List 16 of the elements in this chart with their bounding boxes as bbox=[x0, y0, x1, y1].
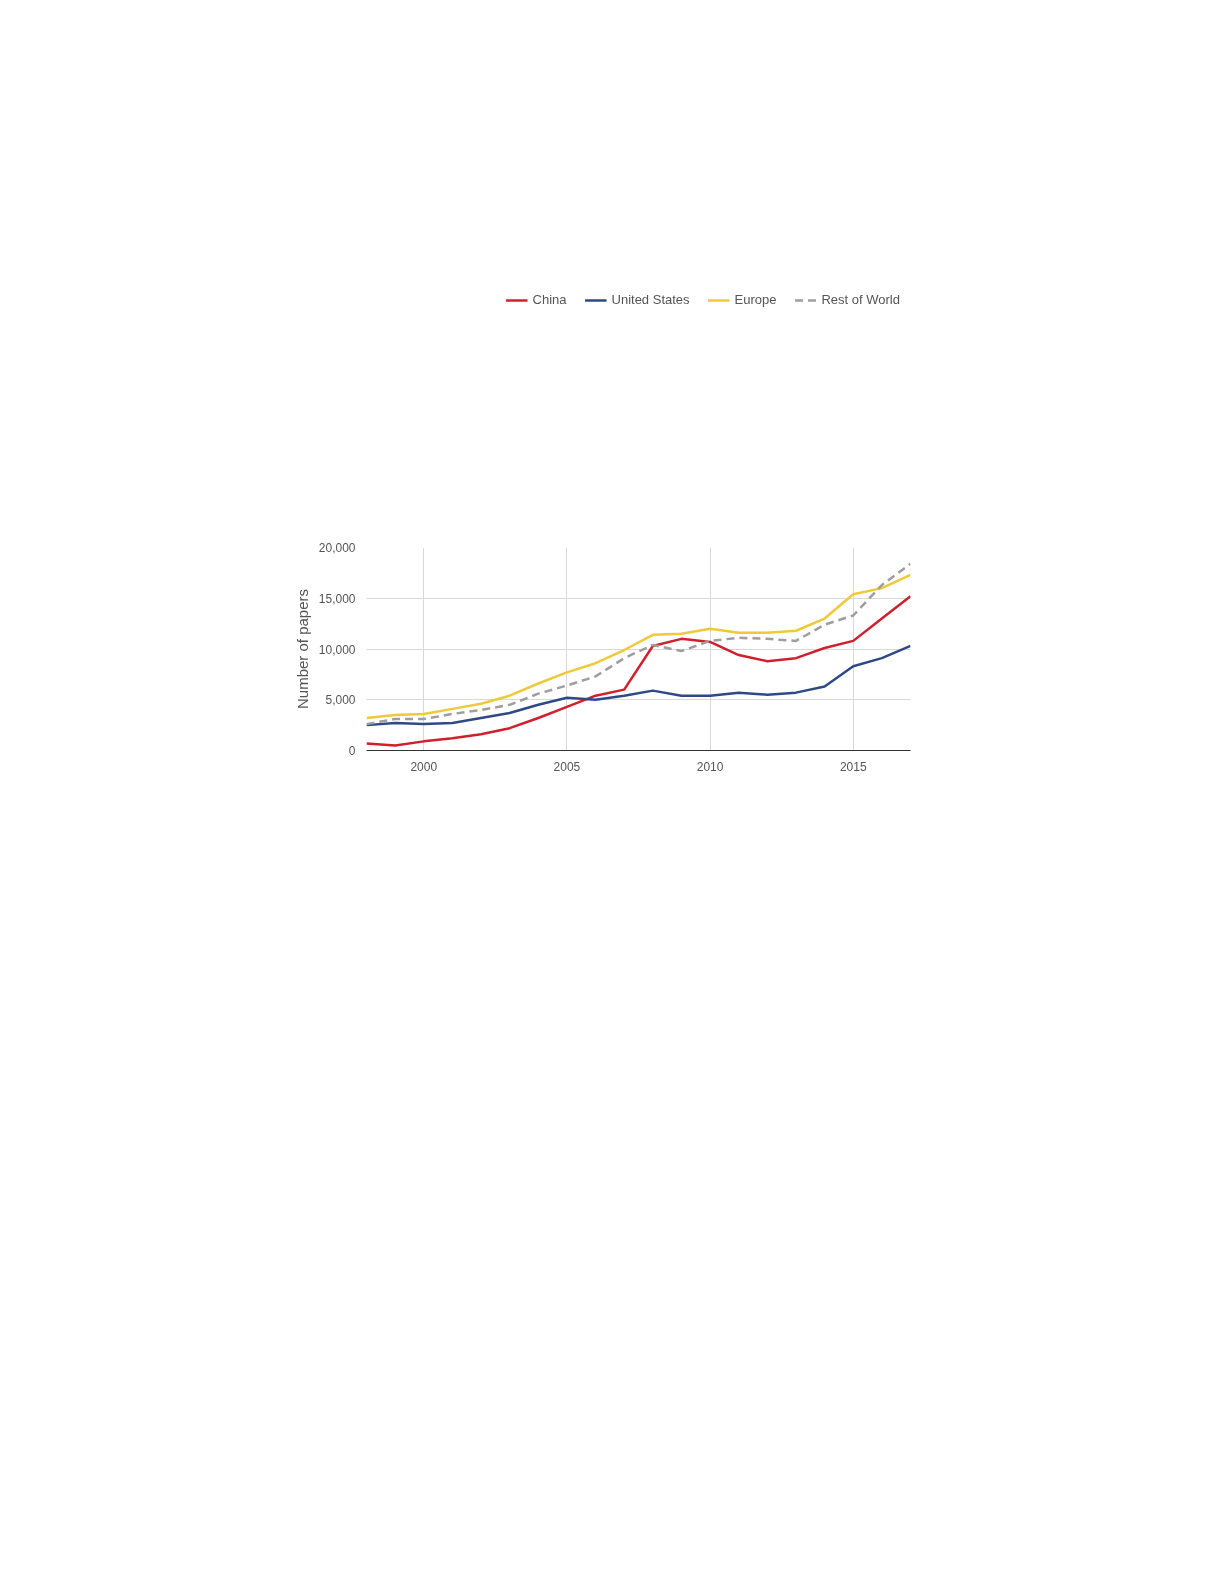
y-tick-label: 10,000 bbox=[318, 642, 356, 657]
legend-label: Europe bbox=[734, 292, 777, 307]
x-tick-label: 2010 bbox=[696, 759, 724, 774]
line-series bbox=[366, 594, 911, 747]
y-tick-label: 15,000 bbox=[318, 591, 356, 606]
legend-label: United States bbox=[611, 292, 690, 307]
y-tick-label: 5,000 bbox=[325, 693, 356, 708]
y-tick-label: 20,000 bbox=[318, 541, 356, 555]
legend-label: Rest of World bbox=[821, 292, 900, 307]
x-tick-label: 2015 bbox=[839, 759, 867, 774]
y-axis-title: Number of papers bbox=[293, 588, 311, 710]
x-tick-label: 2000 bbox=[410, 759, 438, 774]
legend-label: China bbox=[532, 292, 567, 307]
x-tick-label: 2005 bbox=[553, 759, 581, 774]
y-tick-label: 0 bbox=[348, 744, 356, 758]
line-series bbox=[366, 644, 911, 727]
